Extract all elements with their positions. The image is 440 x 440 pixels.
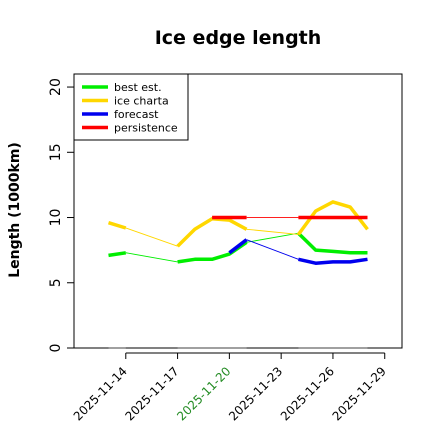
forecast-line-segment-1 xyxy=(298,257,368,265)
x-tick-label-2025-11-17: 2025-11-17 xyxy=(122,364,181,423)
ice-charta-line-segment-0 xyxy=(107,221,127,230)
ice-charta-line-segment-1 xyxy=(176,217,248,248)
y-tick-label-20: 20 xyxy=(48,78,64,96)
y-tick-label-10: 10 xyxy=(48,209,64,227)
chart-title: Ice edge length xyxy=(155,27,322,49)
best-est-connector-1 xyxy=(246,232,299,243)
best-est-line-segment-0 xyxy=(108,251,127,258)
legend-label-persistence: persistence xyxy=(114,122,178,135)
best-est-line-segment-2 xyxy=(297,231,368,255)
y-tick-label-5: 5 xyxy=(48,278,64,287)
series-layer xyxy=(107,200,369,265)
forecast-line-segment-0 xyxy=(228,238,248,255)
series-ice-charta xyxy=(107,200,369,248)
y-axis-label: Length (1000km) xyxy=(7,142,23,278)
ice-charta-connector-1 xyxy=(246,228,299,235)
series-forecast xyxy=(228,238,368,265)
y-tick-label-0: 0 xyxy=(48,344,64,353)
legend-label-ice-charta: ice charta xyxy=(114,95,169,108)
y-tick-label-15: 15 xyxy=(48,143,64,161)
best-est-line-segment-1 xyxy=(177,240,248,264)
y-axis: 0 5 10 15 20 xyxy=(48,78,74,352)
x-tick-label-2025-11-29: 2025-11-29 xyxy=(330,364,389,423)
forecast-connector-0 xyxy=(246,239,299,260)
best-est-connector-0 xyxy=(125,252,178,263)
legend-label-best-est: best est. xyxy=(114,81,162,94)
legend-label-forecast: forecast xyxy=(114,108,159,121)
x-tick-label-2025-11-23: 2025-11-23 xyxy=(226,364,285,423)
x-axis: 2025-11-142025-11-172025-11-202025-11-23… xyxy=(71,352,389,423)
x-tick-label-2025-11-26: 2025-11-26 xyxy=(278,364,337,423)
ice-charta-connector-0 xyxy=(125,227,178,247)
x-tick-label-2025-11-14: 2025-11-14 xyxy=(71,364,130,423)
x-tick-label-2025-11-20: 2025-11-20 xyxy=(174,364,233,423)
